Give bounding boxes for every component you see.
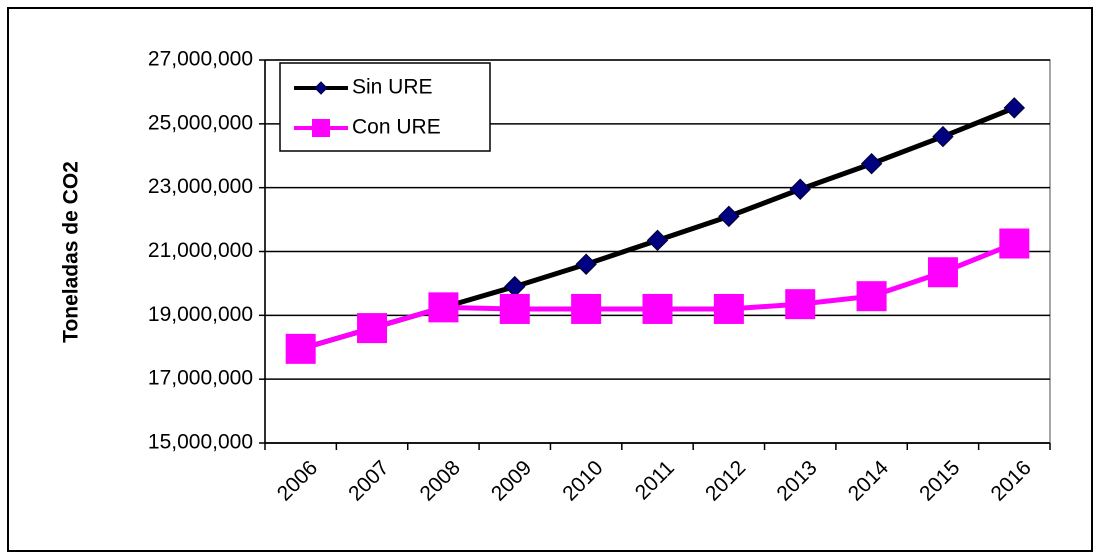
point [860,153,883,175]
y-tick-label: 19,000,000 [148,303,253,326]
point [927,257,958,288]
chart-frame [7,7,1093,552]
point [499,293,530,324]
point [932,125,954,148]
y-tick-label: 21,000,000 [148,239,253,262]
point [285,333,316,364]
y-tick-label: 25,000,000 [148,111,253,134]
point [571,293,602,324]
point [428,292,459,323]
point [646,229,669,252]
point [789,178,811,200]
y-tick-label: 17,000,000 [148,367,253,390]
legend-marker [312,119,330,137]
y-tick-label: 27,000,000 [148,48,253,71]
legend-label: Sin URE [352,76,433,99]
point [357,313,388,344]
point [856,281,887,312]
point [642,293,673,324]
point [1003,97,1026,119]
point [999,228,1030,259]
y-axis-label: Toneladas de CO2 [60,161,83,343]
point [718,205,740,228]
y-tick-label: 23,000,000 [148,175,253,198]
legend-label: Con URE [352,116,441,139]
point [785,289,816,320]
point [575,253,597,275]
legend-marker [314,81,328,95]
point [713,293,744,324]
y-tick-label: 15,000,000 [148,431,253,454]
